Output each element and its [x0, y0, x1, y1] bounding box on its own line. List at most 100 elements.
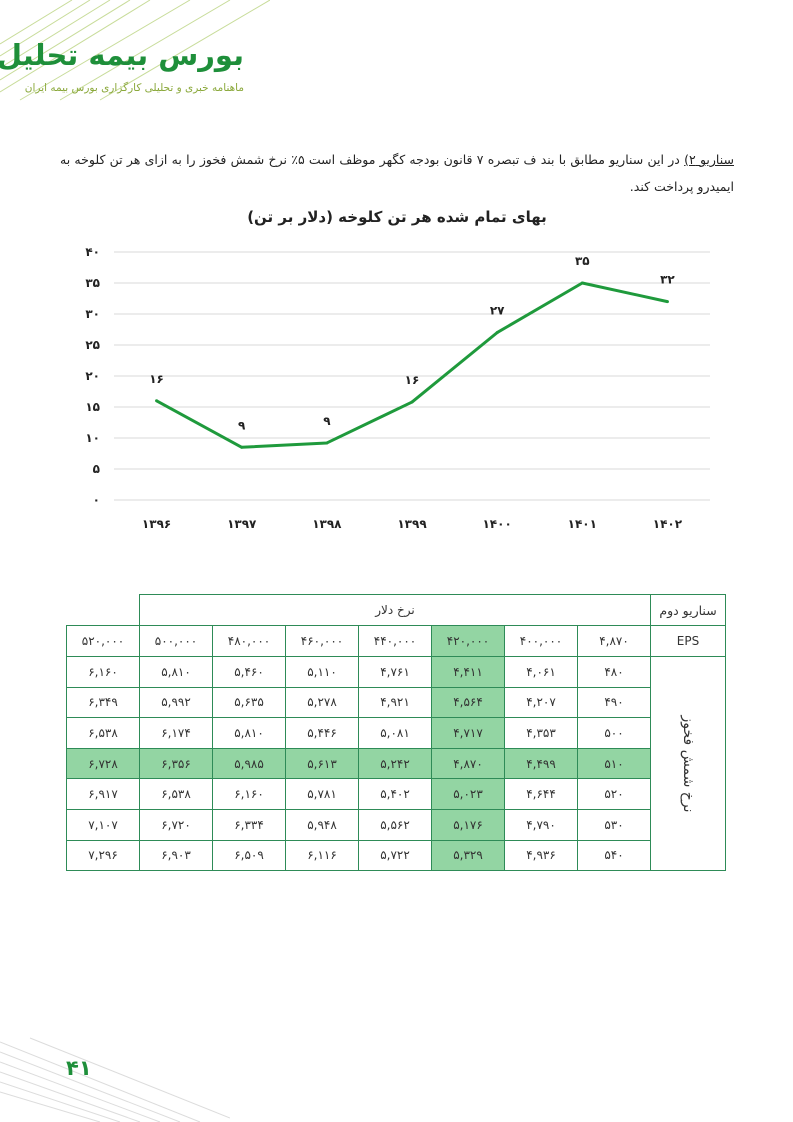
table-cell: ۴,۴۹۹ — [504, 747, 578, 780]
table-cell: ۶,۷۲۸ — [66, 747, 140, 780]
table-cell: ۶,۱۶۰ — [212, 778, 286, 810]
data-label: ۹ — [323, 414, 331, 428]
x-tick-label: ۱۴۰۲ — [653, 517, 683, 531]
y-tick-label: ۱۵ — [85, 400, 100, 414]
data-point — [410, 400, 414, 404]
row-label-cell: ۵۱۰ — [577, 747, 651, 780]
table-cell: ۵,۷۸۱ — [285, 778, 359, 810]
eps-value-cell: ۴,۸۷۰ — [577, 625, 651, 657]
dollar-rate-column-header: ۵۰۰,۰۰۰ — [139, 625, 213, 657]
row-axis-label: نرخ شمش فخوز — [680, 715, 696, 813]
dollar-rate-column-header: ۴۴۰,۰۰۰ — [358, 625, 432, 657]
row-label-cell: ۵۰۰ — [577, 717, 651, 749]
y-tick-label: ۲۰ — [85, 369, 100, 383]
row-label-cell: ۵۲۰ — [577, 778, 651, 810]
table-cell: ۵,۱۷۶ — [431, 808, 505, 841]
table-cell: ۶,۳۵۶ — [139, 747, 213, 780]
table-cell: ۴,۴۱۱ — [431, 656, 505, 688]
brand-subtitle: ماهنامه خبری و تحلیلی کارگزاری بورس بیمه… — [24, 82, 244, 94]
y-tick-label: ۵ — [93, 462, 100, 476]
paragraph-text: در این سناریو مطابق با بند ف تبصره ۷ قان… — [60, 152, 734, 194]
data-point — [155, 399, 159, 403]
y-tick-label: ۱۰ — [85, 431, 100, 445]
table-cell: ۶,۳۴۹ — [66, 686, 140, 719]
x-tick-label: ۱۳۹۹ — [397, 517, 427, 531]
brand-logo-title: بورس بیمه تحلیل — [0, 38, 245, 72]
data-point — [495, 331, 499, 335]
data-label: ۹ — [238, 418, 246, 432]
x-tick-label: ۱۴۰۱ — [568, 517, 597, 531]
table-cell: ۵,۵۶۲ — [358, 808, 432, 841]
data-point — [240, 445, 244, 449]
y-tick-label: ۰ — [93, 493, 100, 507]
table-cell: ۴,۷۱۷ — [431, 717, 505, 749]
sensitivity-table: سناریو دوم نرخ دلار EPS ۴,۸۷۰ ۴۰۰,۰۰۰ ۴۲۰,۰۰۰… — [66, 594, 726, 872]
table-header-row: سناریو دوم نرخ دلار — [67, 594, 726, 626]
dollar-rate-column-header: ۴۰۰,۰۰۰ — [504, 625, 578, 657]
x-tick-label: ۱۳۹۷ — [227, 517, 257, 531]
table-cell: ۵,۲۷۸ — [285, 686, 359, 719]
data-label: ۳۲ — [660, 273, 675, 287]
table-cell: ۷,۲۹۶ — [66, 839, 140, 872]
dollar-rate-column-header: ۴۶۰,۰۰۰ — [285, 625, 359, 657]
table-cell: ۵,۹۸۵ — [212, 747, 286, 780]
row-label-cell: ۵۳۰ — [577, 808, 651, 841]
table-cell: ۶,۵۳۸ — [139, 778, 213, 810]
body-paragraph: سناریو ۲) در این سناریو مطابق با بند ف ت… — [60, 146, 734, 200]
table-cell: ۵,۶۳۵ — [212, 686, 286, 719]
data-point — [325, 441, 329, 445]
table-cell: ۶,۷۲۰ — [139, 808, 213, 841]
table-cell: ۵,۷۲۲ — [358, 839, 432, 872]
row-label-cell: ۴۹۰ — [577, 686, 651, 719]
table-cell: ۵,۹۹۲ — [139, 686, 213, 719]
table-cell: ۴,۶۴۴ — [504, 778, 578, 810]
table-cell: ۵,۰۲۳ — [431, 778, 505, 810]
table-row: نرخ شمش فخوز ۴۸۰ ۴,۰۶۱ ۴,۴۱۱ ۴,۷۶۱ ۵,۱۱۰ ۵,۴۶۰… — [66, 655, 726, 872]
scenario-header-cell: سناریو دوم — [650, 594, 726, 626]
data-label: ۳۵ — [575, 254, 590, 268]
dollar-rate-column-header: ۴۲۰,۰۰۰ — [431, 625, 505, 657]
y-tick-label: ۲۵ — [85, 338, 100, 352]
table-cell: ۴,۰۶۱ — [504, 656, 578, 688]
data-label: ۲۷ — [490, 304, 505, 318]
table-cell: ۴,۵۶۴ — [431, 686, 505, 719]
table-column-row: EPS ۴,۸۷۰ ۴۰۰,۰۰۰ ۴۲۰,۰۰۰ ۴۴۰,۰۰۰ ۴۶۰,۰۰۰ ۴۸۰,… — [66, 625, 726, 657]
table-cell: ۵,۴۴۶ — [285, 717, 359, 749]
data-label: ۱۶ — [149, 372, 164, 386]
data-point — [665, 300, 669, 304]
table-cell: ۴,۷۹۰ — [504, 808, 578, 841]
table-cell: ۵,۴۶۰ — [212, 656, 286, 688]
table-cell: ۵,۹۴۸ — [285, 808, 359, 841]
table-cell: ۵,۸۱۰ — [139, 656, 213, 688]
table-cell: ۶,۵۰۹ — [212, 839, 286, 872]
x-tick-label: ۱۴۰۰ — [482, 517, 511, 531]
series-line — [155, 281, 668, 449]
x-tick-label: ۱۳۹۸ — [312, 517, 342, 531]
table-row: ۵۴۰ ۴,۹۳۶ ۵,۳۲۹ ۵,۷۲۲ ۶,۱۱۶ ۶,۵۰۹ ۶,۹۰۳ ۷,۲۹۶ — [66, 839, 726, 872]
table-cell: ۶,۱۶۰ — [66, 656, 140, 688]
corner-decoration-bottom — [0, 1037, 230, 1122]
table-cell: ۵,۲۴۲ — [358, 747, 432, 780]
table-cell: ۶,۵۳۸ — [66, 717, 140, 749]
table-cell: ۵,۴۰۲ — [358, 778, 432, 810]
row-axis-label-cell: نرخ شمش فخوز — [650, 655, 726, 872]
eps-label-cell: EPS — [650, 625, 726, 657]
line-chart: ۰ ۵ ۱۰ ۱۵ ۲۰ ۲۵ ۳۰ ۳۵ ۴۰ ۱۳۹۶ ۱۳۹۷ ۱۳۹۸ ۱۳۹۹ ۱۴۰۰ ۱۴۰۱… — [85, 245, 710, 531]
scenario-heading: سناریو ۲) — [684, 152, 734, 167]
table-cell: ۷,۱۰۷ — [66, 808, 140, 841]
table-row: ۵۳۰ ۴,۷۹۰ ۵,۱۷۶ ۵,۵۶۲ ۵,۹۴۸ ۶,۳۳۴ ۶,۷۲۰ ۷,۱۰۷ — [66, 808, 726, 841]
chart-title: بهای تمام شده هر تن کلوخه (دلار بر تن) — [247, 208, 547, 226]
table-cell: ۵,۳۲۹ — [431, 839, 505, 872]
y-tick-label: ۳۰ — [85, 307, 100, 321]
dollar-rate-column-header: ۵۲۰,۰۰۰ — [66, 625, 140, 657]
y-tick-label: ۴۰ — [85, 245, 100, 259]
table-row: ۵۱۰ ۴,۴۹۹ ۴,۸۷۰ ۵,۲۴۲ ۵,۶۱۳ ۵,۹۸۵ ۶,۳۵۶ ۶,۷۲۸ — [66, 747, 726, 780]
table-cell: ۶,۹۰۳ — [139, 839, 213, 872]
table-cell: ۵,۸۱۰ — [212, 717, 286, 749]
table-row: ۵۰۰ ۴,۳۵۳ ۴,۷۱۷ ۵,۰۸۱ ۵,۴۴۶ ۵,۸۱۰ ۶,۱۷۴ ۶,۵۳۸ — [66, 717, 726, 749]
table-cell: ۶,۱۱۶ — [285, 839, 359, 872]
corner-decoration-top — [0, 0, 270, 101]
table-cell: ۶,۳۳۴ — [212, 808, 286, 841]
y-tick-label: ۳۵ — [85, 276, 100, 290]
table-cell: ۴,۹۳۶ — [504, 839, 578, 872]
